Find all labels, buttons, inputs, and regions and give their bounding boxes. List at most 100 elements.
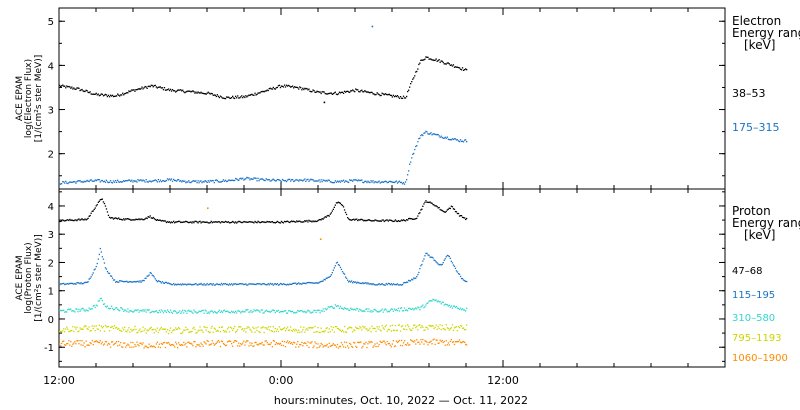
proton-point (149, 327, 151, 329)
proton-point (117, 345, 119, 347)
electron-point (322, 179, 324, 181)
proton-point (110, 217, 113, 219)
proton-point (454, 210, 457, 213)
proton-point (432, 298, 434, 300)
electron-point (116, 181, 118, 183)
electron-point (133, 89, 135, 91)
proton-point (397, 324, 400, 326)
proton-point (209, 283, 211, 285)
proton-point (107, 342, 110, 345)
proton-point (96, 262, 98, 265)
proton-point (297, 221, 299, 223)
proton-point (464, 217, 466, 219)
proton-point (132, 219, 134, 221)
proton-point (454, 267, 457, 269)
proton-point (130, 219, 132, 221)
proton-point (239, 310, 241, 313)
electron-point (429, 58, 431, 60)
proton-point (457, 340, 460, 343)
electron-point (295, 179, 297, 181)
proton-point (449, 306, 451, 308)
proton-point (162, 282, 165, 284)
electron-point (329, 181, 331, 183)
electron-point (94, 179, 96, 181)
proton-point (387, 220, 389, 222)
proton-point (64, 283, 66, 286)
electron-point (275, 180, 277, 182)
proton-point (120, 280, 122, 282)
electron-point (67, 182, 69, 185)
electron-point (374, 181, 376, 183)
proton-point (173, 282, 175, 285)
proton-point (141, 343, 143, 346)
proton-point (265, 340, 267, 342)
electron-point (221, 180, 224, 182)
electron-point (169, 88, 172, 90)
proton-point (246, 327, 248, 329)
proton-point (238, 326, 240, 328)
electron-point (198, 182, 200, 184)
proton-point (154, 310, 156, 313)
electron-point (412, 78, 414, 80)
proton-point (323, 310, 325, 312)
proton-point (355, 345, 357, 348)
electron-point (302, 87, 304, 89)
proton-point (429, 325, 431, 327)
proton-point (210, 310, 212, 312)
proton-point (271, 346, 273, 348)
proton-point (171, 330, 174, 332)
electron-point (89, 179, 91, 181)
electron-point (351, 179, 353, 181)
proton-point (343, 209, 346, 211)
electron-point (214, 94, 216, 96)
electron-point (154, 84, 156, 86)
electron-point (205, 180, 207, 183)
proton-point (93, 325, 95, 327)
proton-point (446, 344, 448, 346)
proton-point (251, 331, 253, 333)
proton-point (462, 217, 465, 219)
proton-point (281, 328, 284, 330)
electron-point (311, 179, 313, 181)
proton-point (387, 310, 389, 312)
proton-point (430, 340, 432, 342)
proton-point (412, 218, 414, 220)
electron-point (259, 178, 261, 180)
electron-point (249, 179, 251, 181)
proton-point (451, 324, 454, 326)
proton-point (371, 325, 373, 327)
proton-point (431, 256, 433, 258)
proton-point (103, 303, 106, 305)
proton-point (353, 309, 355, 311)
electron-point (82, 181, 84, 184)
electron-point (427, 56, 429, 58)
electron-point (382, 93, 384, 95)
electron-point (280, 181, 283, 183)
electron-point (274, 88, 276, 90)
electron-point (265, 90, 267, 92)
proton-point (328, 306, 330, 308)
proton-point (320, 327, 322, 329)
proton-point (116, 307, 118, 309)
proton-point (85, 281, 87, 284)
proton-point (424, 201, 426, 203)
proton-point (431, 300, 433, 302)
proton-point (340, 330, 343, 333)
proton-point (410, 339, 412, 341)
proton-point (424, 305, 426, 308)
proton-point (277, 221, 280, 223)
proton-point (125, 280, 127, 283)
proton-point (262, 312, 264, 314)
proton-point (193, 309, 195, 311)
electron-legend-entry: 38–53 (732, 87, 766, 100)
proton-point (163, 328, 166, 330)
proton-point (140, 331, 142, 333)
proton-point (177, 347, 179, 349)
electron-point (118, 94, 120, 96)
proton-point (77, 282, 79, 284)
proton-point (166, 309, 169, 311)
proton-point (355, 218, 357, 220)
proton-point (235, 221, 237, 223)
proton-point (173, 220, 175, 222)
proton-point (97, 328, 99, 330)
